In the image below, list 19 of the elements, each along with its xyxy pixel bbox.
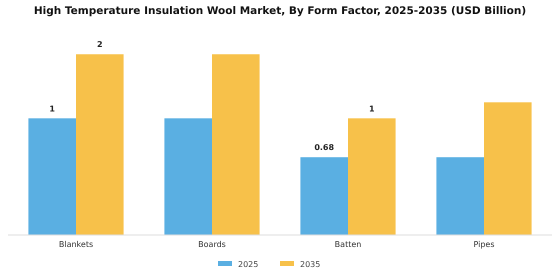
bar bbox=[76, 54, 124, 235]
bar bbox=[300, 157, 348, 235]
bar bbox=[348, 118, 396, 235]
chart-title: High Temperature Insulation Wool Market, By Form Factor, 2025-2035 (USD Billion) bbox=[34, 5, 526, 17]
bar bbox=[28, 118, 76, 235]
data-label: 0.68 bbox=[314, 143, 334, 152]
x-tick-label: Boards bbox=[198, 240, 226, 249]
legend-label: 2025 bbox=[238, 260, 258, 270]
data-label: 2 bbox=[97, 40, 103, 50]
x-tick-label: Pipes bbox=[473, 240, 495, 249]
x-tick-label: Blankets bbox=[58, 240, 94, 249]
data-label: 1 bbox=[49, 104, 56, 114]
bar bbox=[164, 118, 212, 235]
bar bbox=[212, 54, 260, 235]
data-label: 1 bbox=[369, 104, 376, 114]
x-tick-label: Batten bbox=[334, 240, 362, 249]
bar bbox=[484, 102, 532, 235]
bar bbox=[436, 157, 484, 235]
legend-label: 2035 bbox=[300, 260, 320, 270]
